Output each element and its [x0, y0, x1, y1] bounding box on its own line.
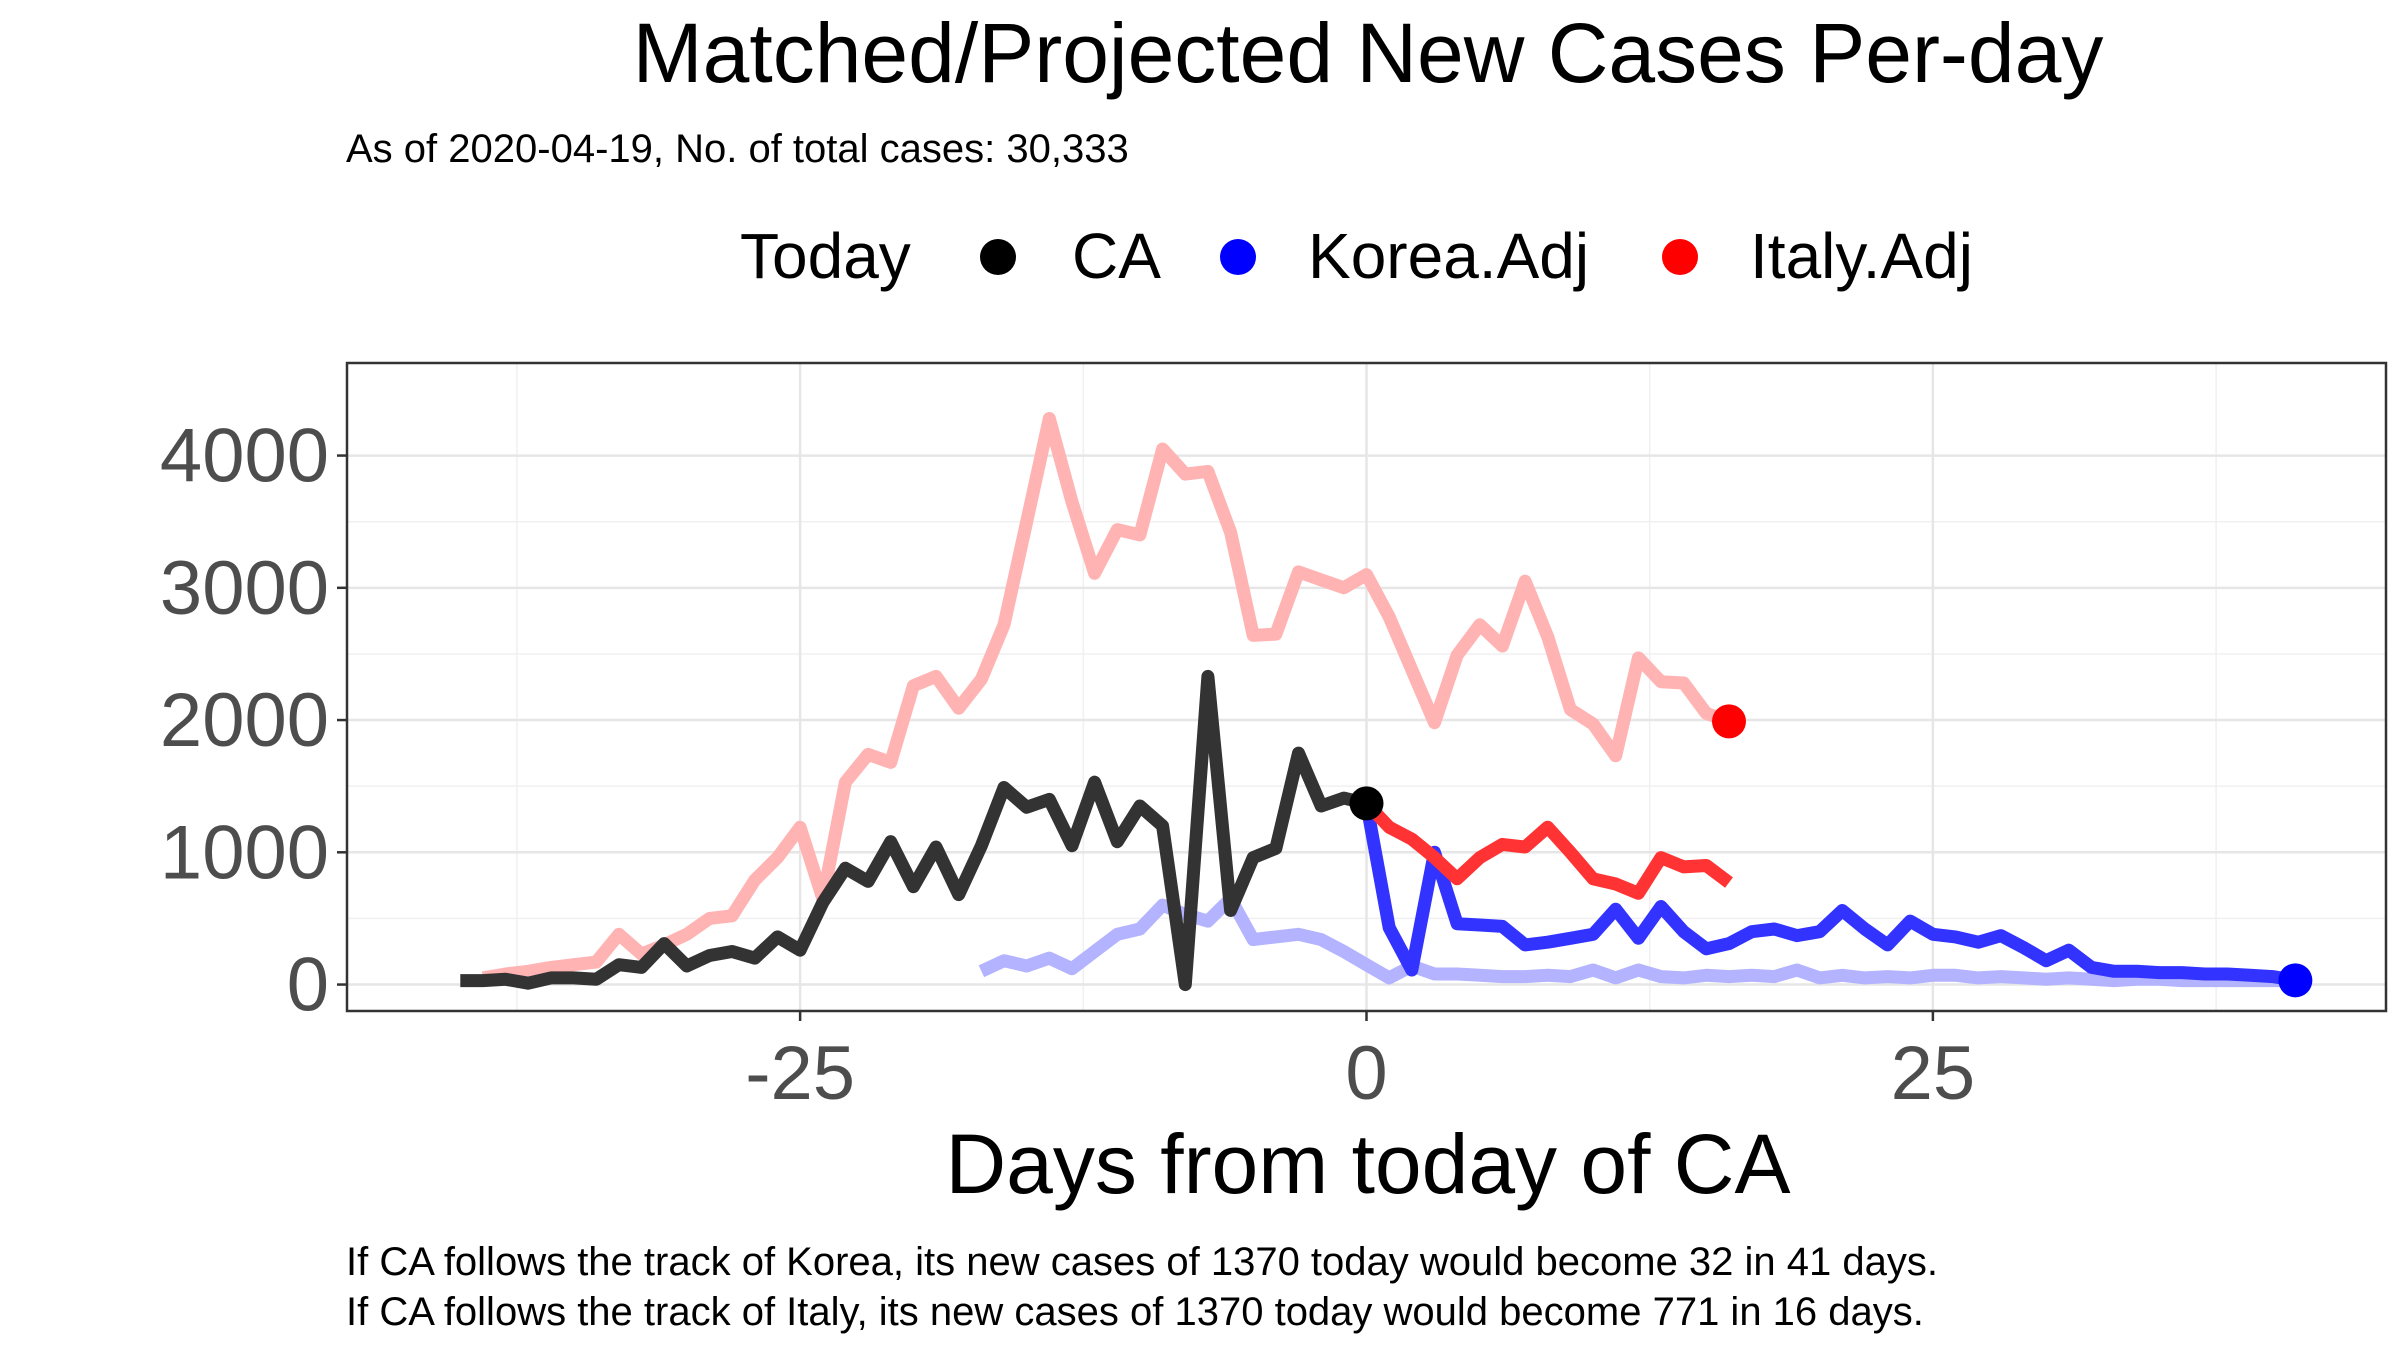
- x-tick-label: 25: [1891, 1031, 1976, 1116]
- y-tick-label: 1000: [160, 810, 329, 895]
- legend: Today CA Korea.Adj Italy.Adj: [740, 220, 1973, 292]
- series-line-2: [460, 669, 1368, 992]
- annotation-italy: If CA follows the track of Italy, its ne…: [346, 1290, 1924, 1334]
- series-line-0: [481, 412, 1732, 985]
- chart-title: Matched/Projected New Cases Per-day: [633, 6, 2104, 100]
- series-line-3: [1360, 802, 2297, 987]
- today-point-1: [2278, 963, 2313, 998]
- today-point-2: [1711, 704, 1746, 739]
- chart-subtitle: As of 2020-04-19, No. of total cases: 30…: [346, 127, 1129, 171]
- legend-label-2: Italy.Adj: [1750, 220, 1973, 292]
- legend-key-1: [1220, 239, 1256, 275]
- legend-label-0: CA: [1072, 220, 1161, 292]
- series-line-1: [978, 892, 2296, 988]
- legend-key-2: [1662, 239, 1698, 275]
- legend-label-1: Korea.Adj: [1308, 220, 1589, 292]
- y-tick-label: 4000: [160, 414, 329, 499]
- x-tick-label: 0: [1345, 1031, 1387, 1116]
- series-line-4: [1361, 798, 1733, 900]
- today-point-0: [1349, 786, 1384, 821]
- annotation-korea: If CA follows the track of Korea, its ne…: [346, 1240, 1938, 1284]
- x-tick-label: -25: [745, 1031, 855, 1116]
- y-tick-label: 0: [287, 943, 329, 1028]
- legend-key-0: [980, 239, 1016, 275]
- legend-title: Today: [740, 220, 911, 292]
- x-axis-label: Days from today of CA: [946, 1117, 1791, 1211]
- y-tick-label: 2000: [160, 678, 329, 763]
- y-tick-label: 3000: [160, 546, 329, 631]
